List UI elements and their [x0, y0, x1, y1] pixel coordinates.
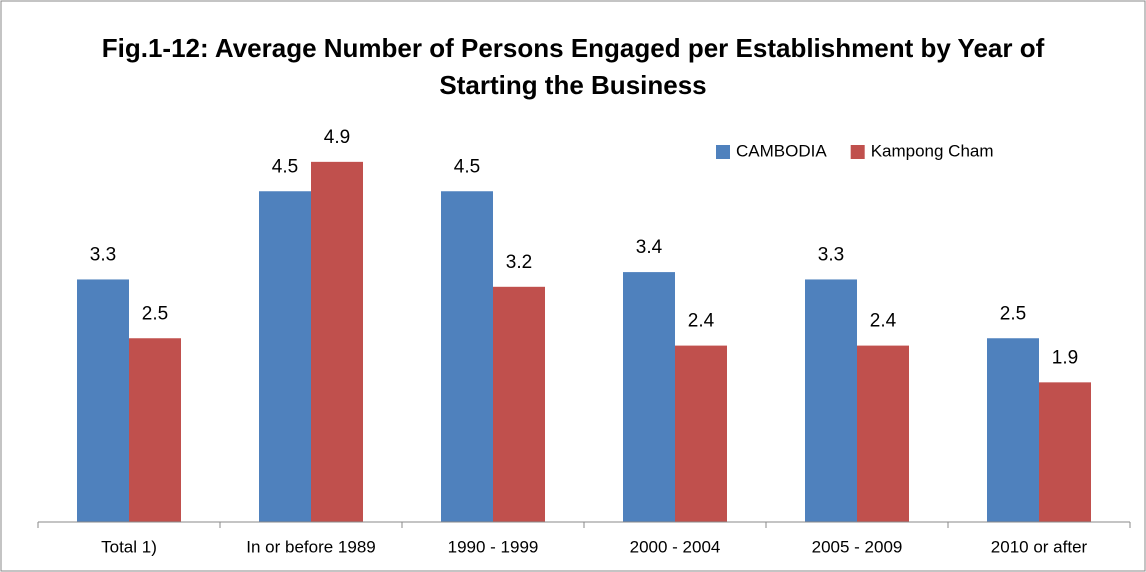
x-tick-label: 2010 or after	[991, 537, 1088, 556]
chart-title: Fig.1-12: Average Number of Persons Enga…	[101, 33, 1045, 100]
x-tick-label: Total 1)	[101, 537, 157, 556]
data-label: 2.5	[1000, 303, 1026, 324]
bar	[1039, 382, 1091, 522]
data-label: 4.9	[324, 127, 350, 148]
x-tick-label: 2005 - 2009	[812, 537, 903, 556]
x-tick-label: 2000 - 2004	[630, 537, 721, 556]
data-label: 3.2	[506, 252, 532, 273]
bar	[129, 338, 181, 522]
bar	[805, 279, 857, 522]
data-label: 3.3	[90, 244, 116, 265]
bar	[77, 279, 129, 522]
legend-label: CAMBODIA	[736, 141, 827, 160]
data-label: 2.4	[688, 311, 715, 332]
bar	[857, 345, 909, 522]
data-label: 4.5	[454, 156, 480, 177]
data-label: 2.4	[870, 311, 897, 332]
bar	[441, 191, 493, 522]
data-label: 3.3	[818, 244, 844, 265]
data-label: 4.5	[272, 156, 298, 177]
legend-swatch	[716, 145, 730, 159]
bar	[623, 272, 675, 522]
data-label: 1.9	[1052, 347, 1078, 368]
x-tick-label: In or before 1989	[246, 537, 375, 556]
bar	[311, 161, 363, 522]
legend-swatch	[850, 145, 865, 159]
data-label: 3.4	[636, 237, 663, 258]
x-tick-label: 1990 - 1999	[448, 537, 539, 556]
bar	[675, 345, 727, 522]
bar	[259, 191, 311, 522]
bar	[987, 338, 1039, 522]
legend-label: Kampong Cham	[871, 141, 994, 160]
data-label: 2.5	[142, 303, 168, 324]
bar	[493, 286, 545, 522]
